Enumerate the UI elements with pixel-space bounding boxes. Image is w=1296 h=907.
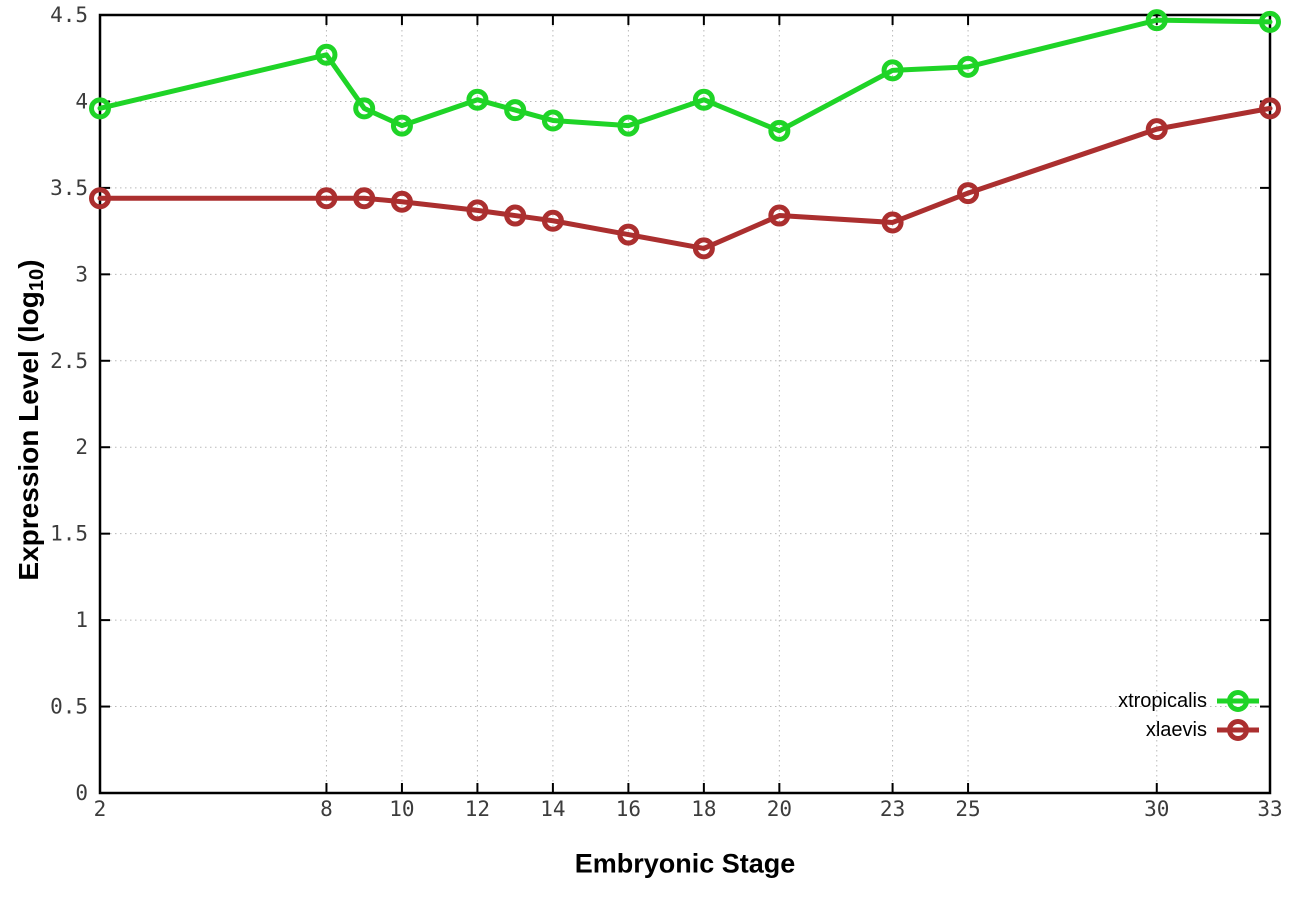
x-tick-label: 18 — [691, 797, 716, 821]
x-axis-title: Embryonic Stage — [574, 848, 796, 879]
y-tick-label: 3 — [75, 262, 88, 286]
x-tick-label: 2 — [94, 797, 107, 821]
data-point-marker-xtropicalis — [541, 109, 564, 132]
data-point-marker-xtropicalis — [692, 88, 715, 111]
y-axis-title-suffix: ) — [12, 259, 44, 269]
data-point-marker-xtropicalis — [466, 88, 489, 111]
y-tick-label: 1 — [75, 608, 88, 632]
data-point-marker-xlaevis — [881, 211, 904, 234]
legend-item-xlaevis: xlaevis — [1146, 717, 1260, 743]
y-tick-label: 1.5 — [50, 522, 88, 546]
data-point-marker-xtropicalis — [768, 119, 791, 142]
series-line-xtropicalis — [97, 17, 1273, 134]
data-point-marker-xtropicalis — [881, 59, 904, 82]
data-point-marker-xlaevis — [353, 187, 376, 210]
data-point-marker-xtropicalis — [353, 97, 376, 120]
x-tick-label: 16 — [616, 797, 641, 821]
data-point-marker-xlaevis — [1259, 97, 1281, 120]
data-point-marker-xlaevis — [617, 223, 640, 246]
data-point-marker-xtropicalis — [1259, 10, 1281, 33]
data-point-marker-xtropicalis — [617, 114, 640, 137]
data-point-marker-xlaevis — [692, 237, 715, 260]
data-point-marker-xlaevis — [315, 187, 338, 210]
data-point-marker-xtropicalis — [1145, 9, 1168, 32]
plot-border — [98, 13, 1272, 795]
legend-label-xtropicalis: xtropicalis — [1118, 689, 1207, 712]
data-point-marker-xtropicalis — [89, 97, 111, 120]
y-axis-title-text: Expression Level (log — [12, 291, 44, 581]
data-point-marker-xlaevis — [390, 190, 413, 213]
x-tick-label: 12 — [465, 797, 490, 821]
y-axis-title: Expression Level (log10) — [13, 259, 49, 580]
x-tick-label: 8 — [320, 797, 333, 821]
y-tick-label: 2 — [75, 435, 88, 459]
legend-marker-xtropicalis-icon — [1217, 690, 1259, 712]
y-tick-label: 3.5 — [50, 176, 88, 200]
x-tick-label: 30 — [1144, 797, 1169, 821]
x-tick-label: 33 — [1257, 797, 1282, 821]
legend-marker-xlaevis-icon — [1217, 719, 1259, 741]
x-tick-label: 10 — [389, 797, 414, 821]
y-axis-title-subscript: 10 — [26, 268, 49, 292]
data-point-marker-xlaevis — [89, 187, 111, 210]
data-point-marker-xlaevis — [768, 204, 791, 227]
data-point-marker-xlaevis — [957, 182, 980, 205]
x-tick-label: 20 — [767, 797, 792, 821]
data-point-marker-xtropicalis — [315, 43, 338, 66]
x-tick-label: 14 — [540, 797, 565, 821]
y-tick-label: 4.5 — [50, 3, 88, 27]
x-tick-label: 25 — [955, 797, 980, 821]
data-point-marker-xtropicalis — [504, 99, 527, 122]
data-point-marker-xlaevis — [504, 204, 527, 227]
y-tick-label: 0 — [75, 781, 88, 805]
y-tick-label: 2.5 — [50, 349, 88, 373]
data-point-marker-xtropicalis — [390, 114, 413, 137]
y-tick-label: 0.5 — [50, 695, 88, 719]
data-point-marker-xlaevis — [466, 199, 489, 222]
data-point-marker-xtropicalis — [957, 55, 980, 78]
y-tick-label: 4 — [75, 89, 88, 113]
x-tick-label: 23 — [880, 797, 905, 821]
legend-item-xtropicalis: xtropicalis — [1118, 688, 1260, 714]
series-line-xlaevis — [97, 105, 1273, 251]
data-point-marker-xlaevis — [541, 209, 564, 232]
data-point-marker-xlaevis — [1145, 118, 1168, 141]
legend-label-xlaevis: xlaevis — [1145, 718, 1207, 741]
